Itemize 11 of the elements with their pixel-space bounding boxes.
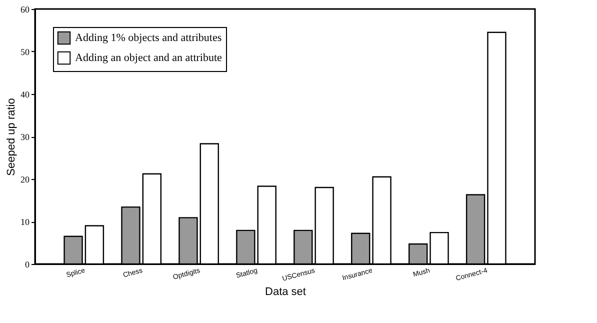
y-tick-label: 0 xyxy=(25,260,30,270)
y-axis-title: Seeped up ratio xyxy=(6,98,18,176)
y-tick-label: 30 xyxy=(20,132,30,142)
y-tick-label: 40 xyxy=(20,90,30,100)
legend-label: Adding 1% objects and attributes xyxy=(75,32,222,44)
y-tick-label: 50 xyxy=(20,47,30,57)
x-axis-title: Data set xyxy=(265,286,306,298)
y-tick-label: 60 xyxy=(20,4,30,14)
y-tick-label: 20 xyxy=(20,174,30,184)
legend-label: Adding an object and an attribute xyxy=(75,52,222,64)
y-tick-label: 10 xyxy=(20,217,30,227)
